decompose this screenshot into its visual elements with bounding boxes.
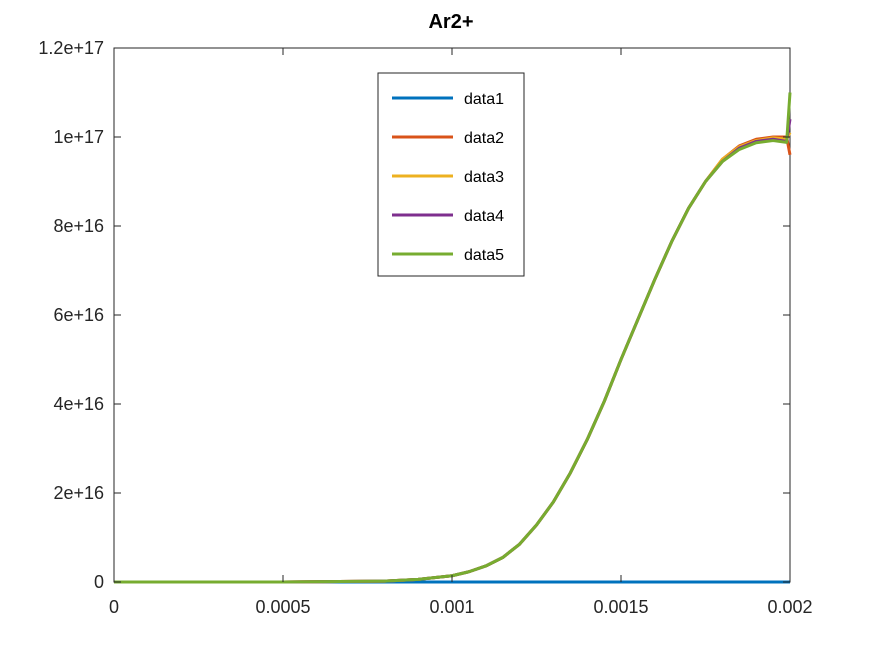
y-tick-label: 8e+16	[53, 216, 104, 236]
x-tick-label: 0.0015	[593, 597, 648, 617]
legend: data1 data2 data3 data4 data5	[377, 72, 525, 277]
y-tick-label: 1.2e+17	[38, 38, 104, 58]
x-tick-label: 0.001	[429, 597, 474, 617]
legend-label: data4	[464, 208, 504, 225]
legend-item-data5: data5	[392, 247, 504, 264]
legend-label: data3	[464, 169, 504, 186]
x-tick-label: 0.0005	[255, 597, 310, 617]
x-tick-label: 0	[109, 597, 119, 617]
legend-item-data2: data2	[392, 130, 504, 147]
legend-label: data2	[464, 130, 504, 147]
legend-item-data4: data4	[392, 208, 504, 225]
legend-label: data5	[464, 247, 504, 264]
legend-item-data3: data3	[392, 169, 504, 186]
y-tick-label: 1e+17	[53, 127, 104, 147]
y-tick-label: 0	[94, 572, 104, 592]
y-tick-label: 2e+16	[53, 483, 104, 503]
legend-label: data1	[464, 91, 504, 108]
chart-title: Ar2+	[428, 11, 473, 33]
axis-ticks: 0 0.0005 0.001 0.0015 0.002 0 2e+16 4e+16 6e+16 8…	[38, 38, 812, 617]
y-tick-label: 6e+16	[53, 305, 104, 325]
legend-item-data1: data1	[392, 91, 504, 108]
series-layer	[114, 92, 792, 584]
y-tick-label: 4e+16	[53, 394, 104, 414]
series-line-data5	[114, 92, 792, 584]
x-tick-label: 0.002	[767, 597, 812, 617]
